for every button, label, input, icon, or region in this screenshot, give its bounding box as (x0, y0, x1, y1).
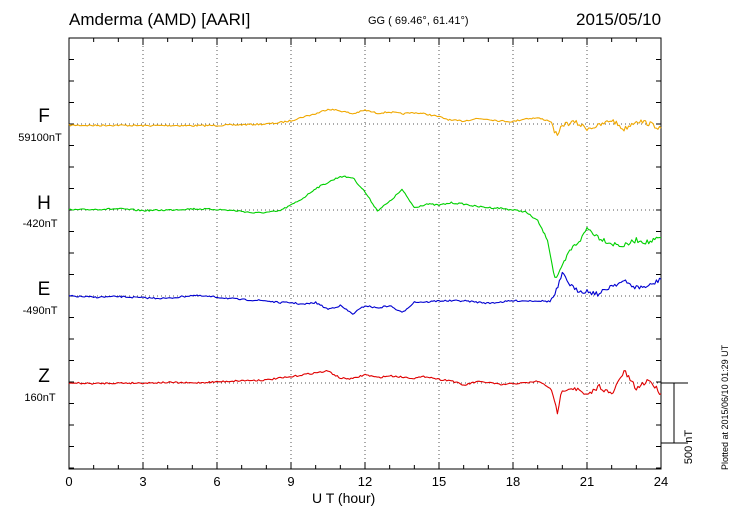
component-label-h: H (37, 193, 51, 214)
plotted-timestamp: Plotted at 2015/06/10 01:29 UT (720, 344, 730, 470)
baseline-label-h: -420nT (22, 218, 58, 230)
x-tick-label: 3 (139, 474, 146, 489)
scale-bar-label: 500 nT (683, 430, 695, 465)
x-tick-label: 24 (654, 474, 668, 489)
x-tick-label: 18 (506, 474, 520, 489)
series-line-f (68, 108, 662, 136)
x-tick-label: 21 (580, 474, 594, 489)
x-axis-label: U T (hour) (312, 490, 376, 506)
x-tick-label: 15 (432, 474, 446, 489)
x-tick-label: 6 (213, 474, 220, 489)
baseline-label-f: 59100nT (18, 132, 62, 144)
station-title: Amderma (AMD) [AARI] (69, 10, 251, 29)
x-tick-label: 12 (358, 474, 372, 489)
series-line-e (68, 271, 662, 315)
component-label-z: Z (38, 366, 50, 387)
plot-date: 2015/05/10 (576, 10, 662, 29)
series-line-h (68, 175, 662, 278)
component-label-f: F (38, 106, 50, 127)
x-tick-label: 9 (287, 474, 294, 489)
series-line-z (68, 369, 662, 415)
component-label-e: E (37, 279, 51, 300)
baseline-label-e: -490nT (22, 305, 58, 317)
baseline-label-z: 160nT (24, 392, 56, 404)
geo-coordinates: GG ( 69.46°, 61.41°) (368, 15, 469, 27)
x-tick-label: 0 (65, 474, 72, 489)
